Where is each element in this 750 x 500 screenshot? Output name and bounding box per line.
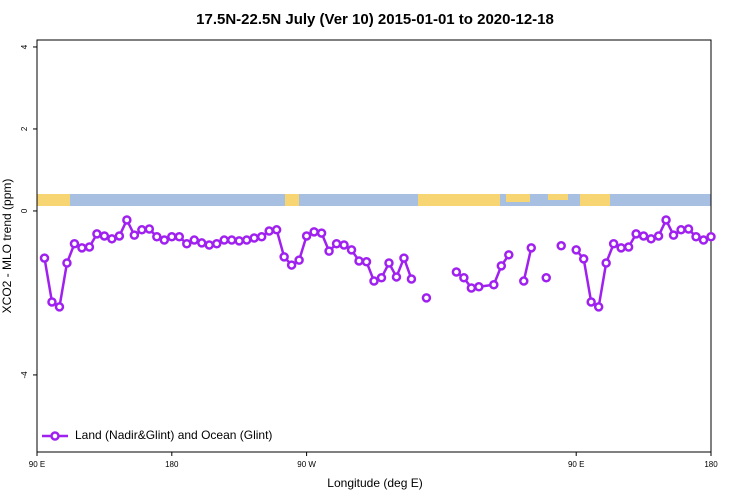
y-tick-label: 4 bbox=[20, 44, 29, 49]
data-point bbox=[197, 238, 207, 248]
data-point bbox=[691, 232, 701, 242]
data-point bbox=[653, 231, 664, 241]
data-point bbox=[698, 235, 709, 245]
data-point bbox=[593, 302, 604, 312]
data-point bbox=[526, 243, 537, 253]
data-point bbox=[54, 302, 65, 312]
data-point bbox=[369, 276, 379, 286]
x-tick-label: 90 E bbox=[568, 460, 584, 469]
data-point bbox=[608, 238, 619, 249]
data-point bbox=[167, 232, 177, 242]
data-point bbox=[69, 238, 80, 249]
data-point bbox=[384, 258, 394, 268]
data-point bbox=[144, 224, 155, 234]
data-point bbox=[189, 235, 200, 245]
data-point bbox=[241, 235, 252, 245]
data-point bbox=[339, 240, 349, 250]
data-point bbox=[556, 241, 566, 251]
data-point bbox=[631, 229, 641, 239]
data-point bbox=[249, 233, 259, 243]
data-point bbox=[47, 297, 57, 307]
data-point bbox=[541, 273, 551, 283]
legend-label: Land (Nadir&Glint) and Ocean (Glint) bbox=[75, 428, 272, 442]
data-point bbox=[219, 235, 229, 245]
x-tick-label: 180 bbox=[165, 460, 179, 469]
data-point bbox=[264, 226, 274, 236]
data-point bbox=[279, 252, 289, 262]
data-point bbox=[129, 230, 140, 240]
data-point bbox=[361, 257, 372, 267]
data-point bbox=[174, 232, 185, 242]
data-point bbox=[152, 232, 162, 242]
legend-marker bbox=[50, 431, 60, 441]
data-point bbox=[122, 215, 132, 225]
x-tick-label: 180 bbox=[704, 460, 718, 469]
x-tick-label: 90 E bbox=[29, 460, 45, 469]
data-point bbox=[706, 232, 716, 242]
data-point bbox=[638, 231, 649, 241]
data-point bbox=[62, 258, 72, 268]
data-point bbox=[137, 225, 147, 235]
chart-title: 17.5N-22.5N July (Ver 10) 2015-01-01 to … bbox=[196, 11, 554, 28]
data-point bbox=[331, 238, 342, 249]
data-point bbox=[504, 250, 514, 260]
data-point bbox=[623, 242, 634, 252]
data-point bbox=[294, 255, 304, 265]
data-point bbox=[571, 245, 581, 255]
data-point bbox=[683, 224, 694, 234]
x-axis-label: Longitude (deg E) bbox=[327, 476, 422, 490]
data-point bbox=[646, 234, 656, 244]
data-point bbox=[519, 276, 529, 286]
data-point bbox=[668, 230, 679, 240]
data-point bbox=[466, 283, 477, 293]
data-point bbox=[496, 261, 507, 271]
data-point bbox=[586, 297, 596, 307]
data-point bbox=[84, 242, 95, 252]
data-point bbox=[399, 253, 409, 263]
y-tick-label: 2 bbox=[20, 126, 29, 131]
data-point bbox=[309, 227, 319, 237]
data-point bbox=[676, 225, 686, 235]
y-tick-label: -4 bbox=[20, 371, 29, 379]
data-point bbox=[107, 234, 117, 244]
data-point bbox=[271, 225, 282, 235]
data-point bbox=[578, 254, 589, 264]
data-point bbox=[39, 253, 50, 263]
data-point bbox=[354, 256, 364, 266]
data-point bbox=[99, 231, 110, 241]
data-point bbox=[211, 238, 222, 249]
data-point bbox=[114, 231, 125, 241]
y-axis-label: XCO2 - MLO trend (ppm) bbox=[0, 179, 14, 314]
data-point bbox=[182, 238, 192, 249]
data-point bbox=[286, 260, 297, 270]
data-point bbox=[489, 279, 499, 290]
data-point bbox=[474, 282, 484, 292]
data-point bbox=[316, 228, 327, 238]
map-strip bbox=[37, 194, 711, 206]
data-point bbox=[391, 272, 402, 282]
data-point bbox=[77, 243, 87, 253]
data-point bbox=[324, 246, 334, 256]
data-point bbox=[406, 274, 417, 284]
data-point bbox=[601, 258, 611, 268]
data-point bbox=[301, 231, 312, 241]
data-point bbox=[346, 245, 357, 255]
plot-frame bbox=[36, 39, 712, 453]
x-tick-label: 90 W bbox=[297, 460, 316, 469]
y-tick-label: 0 bbox=[20, 208, 29, 213]
data-point bbox=[376, 273, 387, 283]
data-point bbox=[204, 240, 214, 250]
data-point bbox=[159, 235, 170, 245]
data-point bbox=[616, 243, 626, 253]
data-point bbox=[661, 215, 671, 225]
data-point bbox=[421, 293, 432, 303]
data-point bbox=[459, 273, 469, 283]
data-point bbox=[226, 235, 237, 245]
data-point bbox=[256, 232, 267, 242]
data-point bbox=[451, 267, 462, 277]
data-point bbox=[92, 229, 102, 239]
data-point bbox=[234, 236, 244, 246]
